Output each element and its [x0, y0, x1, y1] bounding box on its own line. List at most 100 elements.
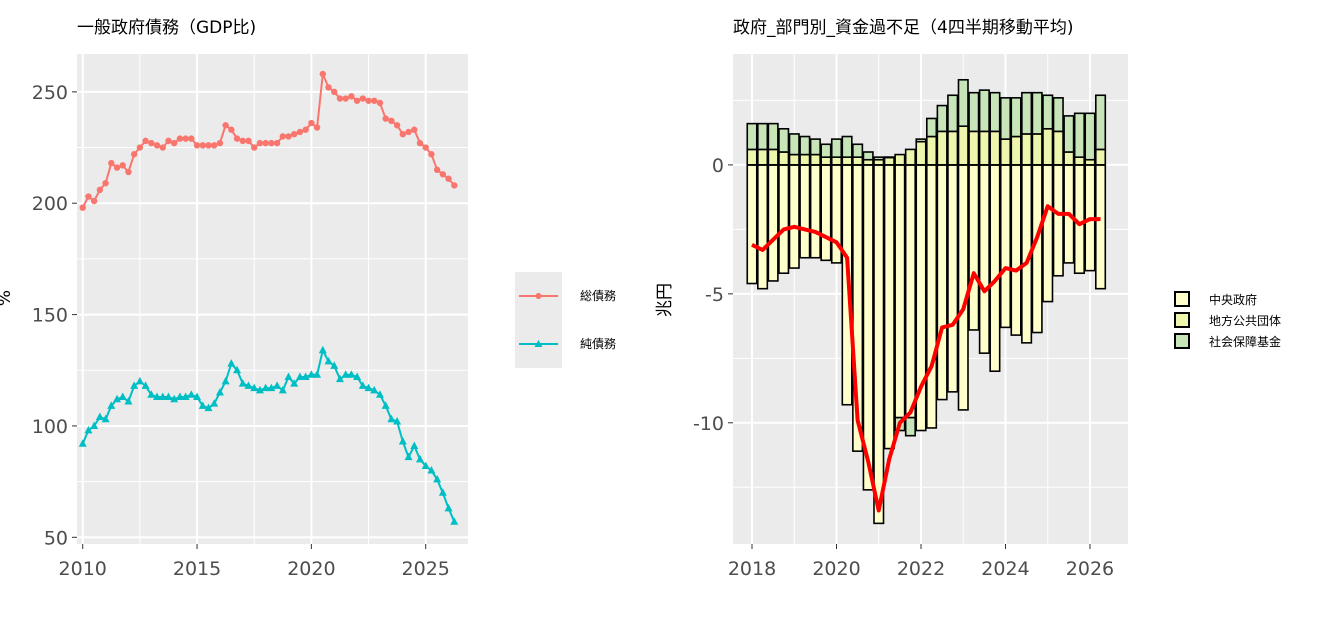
chart2-bar-social-security [778, 127, 790, 153]
chart1-point-gross [85, 193, 92, 200]
chart2-bar-local [746, 148, 758, 166]
chart1-point-gross [371, 97, 378, 104]
chart1-point-net [284, 372, 293, 380]
chart2-bar-central [999, 164, 1012, 329]
chart2-bar-local [999, 138, 1012, 166]
chart1-point-gross [433, 166, 441, 174]
chart2-bar-central [1052, 164, 1064, 277]
chart2-bar-social-security [820, 143, 832, 158]
chart1-point-gross [296, 128, 304, 136]
chart2-bar-local [757, 148, 769, 166]
chart1-point-net [353, 372, 362, 380]
chart1-point-net [427, 466, 436, 474]
chart1-point-gross [291, 130, 298, 138]
chart1-point-gross [159, 144, 166, 151]
chart2-xtick-label: 2022 [897, 558, 945, 580]
chart1-point-gross [188, 135, 195, 142]
chart1-point-net [107, 401, 116, 409]
chart1-y-axis-label: % [0, 290, 15, 306]
chart1-point-net [438, 488, 447, 496]
chart1-point-gross [153, 142, 161, 149]
chart1-point-net [101, 414, 110, 423]
chart1-point-gross [285, 133, 292, 140]
chart2-bar-social-security [1073, 112, 1085, 158]
chart1-point-net [307, 370, 316, 378]
chart2-xtick-label: 2020 [812, 558, 860, 580]
chart2-bar-local [820, 156, 832, 166]
chart2-bar-central [936, 164, 948, 401]
chart1-point-gross [239, 137, 246, 145]
chart1-xtick-label: 2015 [173, 558, 221, 580]
chart1-point-gross [336, 95, 344, 102]
chart1-legend-key-bg [515, 272, 562, 368]
chart1-point-gross [176, 135, 184, 142]
chart2-bar-local [926, 135, 938, 166]
chart2-bar-central [894, 164, 906, 419]
chart2-legend: 中央政府 地方公共団体 社会保障基金 [1174, 291, 1281, 349]
chart1-point-net [347, 370, 356, 378]
chart1-point-net [444, 503, 453, 512]
chart2-bar-local [936, 130, 948, 166]
chart1-point-net [118, 392, 127, 400]
chart2-bar-social-security [1052, 97, 1064, 133]
chart1-point-net [210, 399, 219, 407]
chart1-point-net [221, 376, 230, 385]
chart1-point-net [84, 425, 93, 434]
chart2-bar-social-security [978, 89, 990, 133]
legend-label-central: 中央政府 [1209, 292, 1257, 307]
chart1-point-gross [365, 97, 372, 104]
chart1-point-gross [279, 133, 286, 140]
chart1-point-net [244, 381, 253, 389]
legend-key-central [1174, 291, 1190, 307]
chart1-point-net [153, 392, 162, 400]
chart2-bar-social-security [1031, 91, 1043, 135]
chart2-bar-central [1094, 164, 1107, 290]
chart1-point-gross [262, 139, 269, 147]
chart1-point-net [375, 390, 384, 398]
chart2-bar-social-security [1042, 94, 1054, 130]
chart1-point-gross [256, 139, 264, 147]
chart1-ytick-label: 250 [32, 82, 68, 104]
chart1-point-net [450, 517, 459, 525]
chart1-point-net [238, 379, 247, 387]
legend-key-marker-gross [535, 293, 542, 299]
chart1-point-net [393, 417, 402, 425]
chart2-bar-social-security [947, 94, 959, 133]
chart1-point-net [398, 437, 407, 445]
chart1-xtick-label: 2025 [402, 558, 450, 580]
chart1-point-net [78, 439, 87, 447]
chart1-point-gross [216, 139, 224, 147]
chart2-bar-local [894, 153, 906, 166]
chart1-point-net [313, 370, 322, 378]
chart2-bar-social-security [873, 156, 885, 161]
chart1-axes: 50 100 150 200 250 2010 2015 2020 2025 [32, 82, 450, 580]
chart2-bar-local [778, 151, 790, 166]
chart2-xtick-label: 2026 [1066, 558, 1114, 580]
chart1-point-net [358, 381, 367, 389]
chart1-point-gross [416, 139, 424, 147]
chart1-point-gross [222, 122, 229, 129]
chart1-point-gross [445, 175, 452, 182]
chart2-bar-social-security [788, 133, 800, 156]
chart1-ytick-label: 150 [32, 305, 68, 327]
chart2-bar-central [883, 164, 895, 450]
chart1-point-net [187, 390, 196, 398]
chart1-point-gross [405, 128, 412, 136]
chart1-point-net [135, 376, 144, 385]
chart2-bar-social-security [989, 91, 1001, 133]
chart2-bar-social-security [1010, 97, 1022, 138]
chart1-point-net [381, 401, 390, 409]
chart2-bar-central [746, 164, 758, 285]
chart2-title: 政府_部門別_資金過不足（4四半期移動平均) [733, 18, 1073, 38]
chart1-point-gross [342, 95, 349, 102]
chart2-bar-social-security [1021, 91, 1033, 135]
chart1-point-gross [376, 99, 384, 107]
chart1-point-net [261, 383, 270, 392]
chart1-point-net [90, 421, 99, 429]
chart1-point-gross [382, 115, 389, 122]
chart1-point-gross [251, 144, 258, 151]
chart1-xtick-label: 2010 [59, 558, 107, 580]
chart1-point-gross [439, 171, 447, 178]
chart1-point-gross [210, 142, 218, 149]
